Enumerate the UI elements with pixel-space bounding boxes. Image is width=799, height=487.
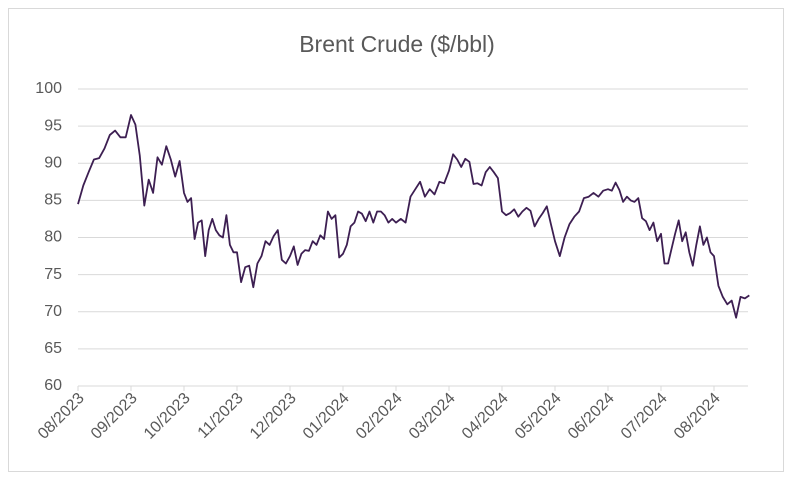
y-tick-label: 85	[44, 192, 62, 209]
y-tick-label: 80	[44, 229, 62, 246]
y-tick-label: 100	[35, 80, 62, 97]
y-tick-label: 95	[44, 117, 62, 134]
chart-frame	[8, 8, 784, 472]
y-tick-label: 70	[44, 303, 62, 320]
y-tick-label: 60	[44, 377, 62, 394]
price-line	[77, 114, 750, 319]
y-tick-label: 65	[44, 340, 62, 357]
y-tick-label: 75	[44, 266, 62, 283]
y-tick-label: 90	[44, 154, 62, 171]
chart-title: Brent Crude ($/bbl)	[299, 31, 495, 57]
